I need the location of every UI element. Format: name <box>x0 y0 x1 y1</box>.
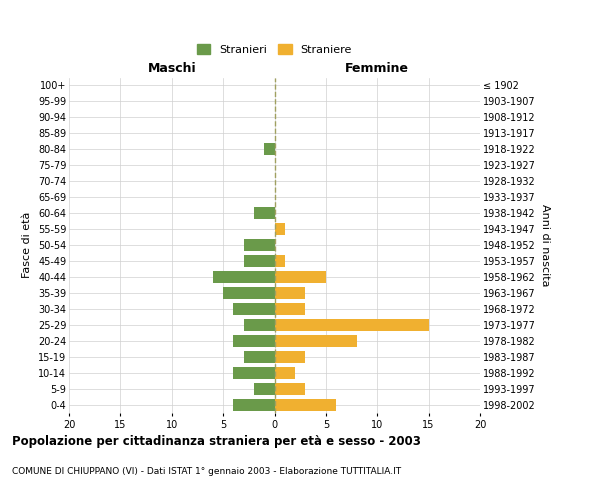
Y-axis label: Anni di nascita: Anni di nascita <box>539 204 550 286</box>
Bar <box>233 303 275 315</box>
Bar <box>275 350 305 362</box>
Bar <box>275 255 285 267</box>
Bar <box>275 271 326 283</box>
Bar <box>244 350 275 362</box>
Bar <box>275 223 285 235</box>
Bar <box>275 382 305 394</box>
Text: Maschi: Maschi <box>148 62 196 75</box>
Bar <box>223 287 275 299</box>
Bar <box>213 271 275 283</box>
Bar <box>275 319 428 330</box>
Bar <box>233 366 275 378</box>
Bar <box>275 287 305 299</box>
Bar <box>275 303 305 315</box>
Bar <box>244 255 275 267</box>
Bar <box>275 366 295 378</box>
Bar <box>254 207 275 219</box>
Bar <box>264 144 275 156</box>
Text: Popolazione per cittadinanza straniera per età e sesso - 2003: Popolazione per cittadinanza straniera p… <box>12 435 421 448</box>
Y-axis label: Fasce di età: Fasce di età <box>22 212 32 278</box>
Text: Femmine: Femmine <box>345 62 409 75</box>
Bar <box>233 334 275 346</box>
Bar <box>233 398 275 410</box>
Text: COMUNE DI CHIUPPANO (VI) - Dati ISTAT 1° gennaio 2003 - Elaborazione TUTTITALIA.: COMUNE DI CHIUPPANO (VI) - Dati ISTAT 1°… <box>12 468 401 476</box>
Bar <box>254 382 275 394</box>
Bar <box>275 398 336 410</box>
Bar <box>244 239 275 251</box>
Legend: Stranieri, Straniere: Stranieri, Straniere <box>193 40 356 59</box>
Bar <box>244 319 275 330</box>
Bar <box>275 334 356 346</box>
